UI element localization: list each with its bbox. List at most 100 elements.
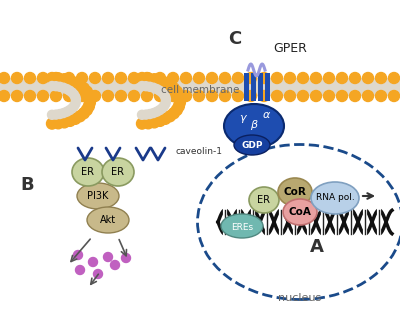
Circle shape — [59, 74, 70, 85]
Circle shape — [164, 111, 176, 122]
Circle shape — [388, 90, 400, 101]
Text: ER: ER — [258, 195, 270, 205]
Circle shape — [154, 75, 166, 86]
Circle shape — [78, 83, 89, 94]
Circle shape — [76, 266, 84, 275]
Ellipse shape — [311, 182, 359, 214]
Text: β: β — [250, 120, 258, 130]
Circle shape — [158, 104, 166, 113]
Circle shape — [336, 72, 348, 84]
Circle shape — [65, 106, 74, 115]
Circle shape — [102, 90, 114, 101]
Circle shape — [68, 104, 76, 113]
Text: ER: ER — [112, 167, 124, 177]
Bar — [251, 73, 256, 101]
Text: caveolin-1: caveolin-1 — [175, 148, 222, 157]
Text: PI3K: PI3K — [87, 191, 109, 201]
Circle shape — [155, 86, 164, 95]
Circle shape — [376, 72, 386, 84]
Circle shape — [38, 90, 48, 101]
Circle shape — [174, 93, 185, 105]
Circle shape — [154, 115, 166, 126]
Circle shape — [138, 81, 146, 90]
Circle shape — [116, 90, 126, 101]
Text: CoR: CoR — [284, 187, 306, 197]
Circle shape — [70, 113, 81, 124]
Circle shape — [142, 90, 152, 101]
Circle shape — [388, 72, 400, 84]
Circle shape — [24, 90, 36, 101]
Circle shape — [142, 110, 150, 119]
Circle shape — [232, 72, 244, 84]
Circle shape — [48, 110, 56, 119]
Text: ER: ER — [82, 167, 94, 177]
Circle shape — [78, 108, 89, 119]
Circle shape — [160, 77, 171, 88]
Circle shape — [116, 72, 126, 84]
Text: B: B — [20, 176, 34, 194]
Circle shape — [324, 90, 334, 101]
Circle shape — [90, 90, 100, 101]
Circle shape — [136, 72, 148, 84]
Ellipse shape — [102, 158, 134, 186]
Text: C: C — [228, 30, 241, 48]
Circle shape — [59, 117, 70, 128]
Circle shape — [258, 72, 270, 84]
Text: γ: γ — [239, 113, 245, 123]
Circle shape — [173, 90, 184, 101]
Circle shape — [194, 90, 204, 101]
Bar — [265, 73, 270, 101]
Circle shape — [376, 90, 386, 101]
Circle shape — [298, 72, 308, 84]
Circle shape — [160, 113, 171, 124]
Ellipse shape — [87, 207, 129, 233]
Circle shape — [171, 105, 182, 115]
Circle shape — [12, 72, 22, 84]
Circle shape — [324, 72, 334, 84]
Text: nucleus: nucleus — [278, 293, 322, 303]
Circle shape — [74, 251, 82, 260]
Circle shape — [173, 101, 184, 112]
Circle shape — [143, 118, 154, 129]
Circle shape — [284, 72, 296, 84]
Circle shape — [102, 72, 114, 84]
Circle shape — [142, 82, 150, 91]
Ellipse shape — [249, 187, 279, 213]
Circle shape — [272, 90, 282, 101]
Circle shape — [171, 86, 182, 97]
Circle shape — [160, 102, 168, 111]
Circle shape — [194, 72, 204, 84]
Circle shape — [53, 118, 64, 129]
Circle shape — [180, 90, 192, 101]
Circle shape — [161, 100, 170, 109]
Circle shape — [128, 72, 140, 84]
Circle shape — [62, 107, 71, 116]
Circle shape — [122, 253, 130, 262]
Circle shape — [65, 86, 74, 95]
Circle shape — [246, 90, 256, 101]
Circle shape — [0, 90, 10, 101]
Circle shape — [174, 97, 185, 108]
Circle shape — [152, 85, 161, 94]
Text: Akt: Akt — [100, 215, 116, 225]
Circle shape — [143, 73, 154, 84]
Text: EREs: EREs — [231, 223, 253, 232]
Circle shape — [90, 72, 100, 84]
Circle shape — [164, 80, 176, 91]
Circle shape — [154, 72, 166, 84]
Circle shape — [70, 77, 81, 88]
Circle shape — [72, 95, 80, 104]
Circle shape — [258, 90, 270, 101]
Text: RNA pol.: RNA pol. — [316, 193, 354, 202]
Circle shape — [76, 72, 88, 84]
Circle shape — [74, 80, 86, 91]
Circle shape — [206, 90, 218, 101]
Circle shape — [76, 90, 88, 101]
Circle shape — [298, 90, 308, 101]
Circle shape — [64, 72, 74, 84]
Circle shape — [152, 107, 161, 116]
Circle shape — [74, 111, 86, 122]
Circle shape — [59, 83, 68, 92]
Circle shape — [64, 115, 76, 126]
Circle shape — [62, 85, 71, 94]
